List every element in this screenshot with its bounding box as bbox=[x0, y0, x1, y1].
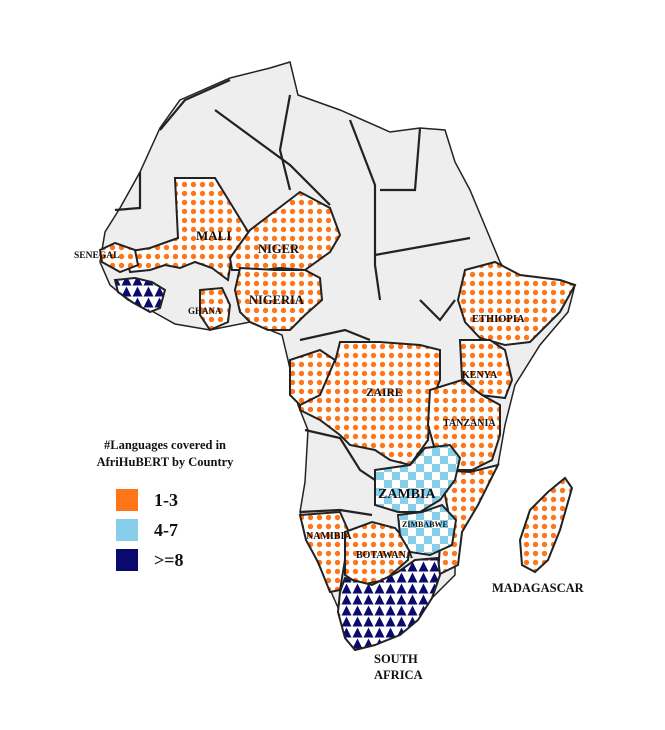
country-ghana bbox=[199, 286, 232, 332]
legend-swatch-light-blue bbox=[116, 519, 138, 541]
map-legend: #Languages covered in AfriHuBERT by Coun… bbox=[70, 437, 270, 575]
label-south-africa-line2: AFRICA bbox=[374, 668, 423, 682]
label-namibia: NAMIBIA bbox=[306, 531, 352, 542]
country-senegal bbox=[98, 241, 140, 274]
label-botawana: BOTAWANA bbox=[356, 550, 414, 561]
label-zambia: ZAMBIA bbox=[378, 487, 436, 502]
label-madagascar: MADAGASCAR bbox=[492, 581, 585, 595]
country-zambia bbox=[374, 443, 462, 513]
legend-label-8-plus: >=8 bbox=[154, 549, 184, 570]
legend-title-line1: #Languages covered in bbox=[104, 438, 226, 452]
legend-label-1-3: 1-3 bbox=[154, 489, 178, 510]
legend-title-line2: AfriHuBERT by Country bbox=[96, 455, 234, 469]
country-west-africa-group bbox=[113, 276, 167, 314]
country-namibia bbox=[298, 510, 350, 594]
label-senegal: SENEGAL bbox=[74, 251, 119, 261]
legend-swatch-navy bbox=[116, 549, 138, 571]
legend-item-4-7: 4-7 bbox=[116, 515, 270, 545]
label-zimbabwe: ZIMBABWE bbox=[402, 520, 448, 529]
country-ethiopia bbox=[456, 260, 577, 347]
tier-4-7-countries bbox=[374, 443, 462, 557]
country-zimbabwe bbox=[396, 503, 458, 557]
country-labels: SENEGAL MALI NIGER NIGERIA GHANA ETHIOPI… bbox=[74, 228, 585, 682]
label-zaire: ZAIRE bbox=[366, 387, 403, 399]
label-mali: MALI bbox=[196, 228, 231, 243]
label-niger: NIGER bbox=[258, 242, 300, 256]
country-congo-strip bbox=[289, 348, 337, 407]
legend-item-1-3: 1-3 bbox=[116, 485, 270, 515]
label-ethiopia: ETHIOPIA bbox=[472, 314, 525, 325]
country-kenya bbox=[458, 339, 514, 400]
label-kenya: KENYA bbox=[462, 370, 498, 381]
label-south-africa-line1: SOUTH bbox=[374, 652, 418, 666]
label-nigeria: NIGERIA bbox=[249, 293, 304, 307]
legend-swatch-orange bbox=[116, 489, 138, 511]
legend-item-8-plus: >=8 bbox=[116, 545, 270, 575]
country-borders bbox=[114, 78, 471, 517]
country-south-africa bbox=[336, 556, 442, 652]
legend-label-4-7: 4-7 bbox=[154, 519, 178, 540]
country-madagascar bbox=[518, 476, 574, 574]
country-nigeria bbox=[233, 266, 324, 331]
label-tanzania: TANZANIA bbox=[443, 418, 496, 429]
tier-1-3-countries bbox=[98, 177, 577, 594]
label-ghana: GHANA bbox=[188, 306, 222, 316]
tier-8-plus-countries bbox=[113, 276, 442, 652]
